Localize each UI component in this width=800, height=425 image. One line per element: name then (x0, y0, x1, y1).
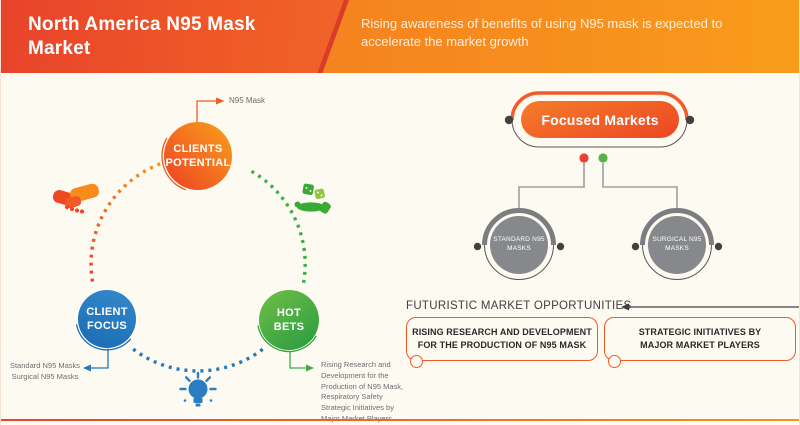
opportunities-arrow (621, 303, 799, 311)
opportunity-box-1-label: RISING RESEARCH AND DEVELOPMENT FOR THE … (412, 327, 592, 350)
dotted-arc-green (250, 169, 307, 286)
gray-node-surgical-n95: SURGICAL N95 MASKS (648, 216, 706, 274)
gray-node-standard-n95: STANDARD N95 MASKS (490, 216, 548, 274)
money-hand-icon (294, 183, 331, 214)
node-client-focus: CLIENT FOCUS (78, 290, 136, 348)
green-dot (598, 153, 608, 163)
handshake-icon (52, 183, 99, 214)
tree-connectors (518, 153, 678, 210)
page-title: North America N95 Mask Market (28, 14, 256, 59)
opportunity-box-1: RISING RESEARCH AND DEVELOPMENT FOR THE … (406, 317, 598, 368)
dotted-arc-orange (89, 162, 161, 285)
dotted-arc-blue (132, 346, 266, 373)
opportunities-heading: FUTURISTIC MARKET OPPORTUNITIES (406, 300, 632, 312)
callout-hot-bets: Rising Research and Development for the … (321, 360, 404, 423)
focused-markets-pill: Focused Markets (521, 101, 679, 138)
node-clients-potential: CLIENTS POTENTIAL (164, 122, 232, 190)
opportunity-box-2-label: STRATEGIC INITIATIVES BY MAJOR MARKET PL… (638, 327, 762, 350)
opportunity-box-2: STRATEGIC INITIATIVES BY MAJOR MARKET PL… (604, 317, 796, 368)
node-hot-bets: HOT BETS (259, 290, 319, 350)
corner-ring-icon (410, 355, 423, 368)
callout-client-focus: Standard N95 Masks Surgical N95 Masks (9, 361, 81, 381)
red-dot (579, 153, 589, 163)
lightbulb-icon (179, 371, 217, 407)
header-right-panel (319, 0, 799, 73)
callout-n95-mask: N95 Mask (229, 96, 266, 105)
page-subtitle: Rising awareness of benefits of using N9… (361, 16, 723, 50)
bottom-accent-line (1, 419, 799, 421)
corner-ring-icon (608, 355, 621, 368)
header-band: North America N95 Mask Market Rising awa… (1, 0, 799, 73)
